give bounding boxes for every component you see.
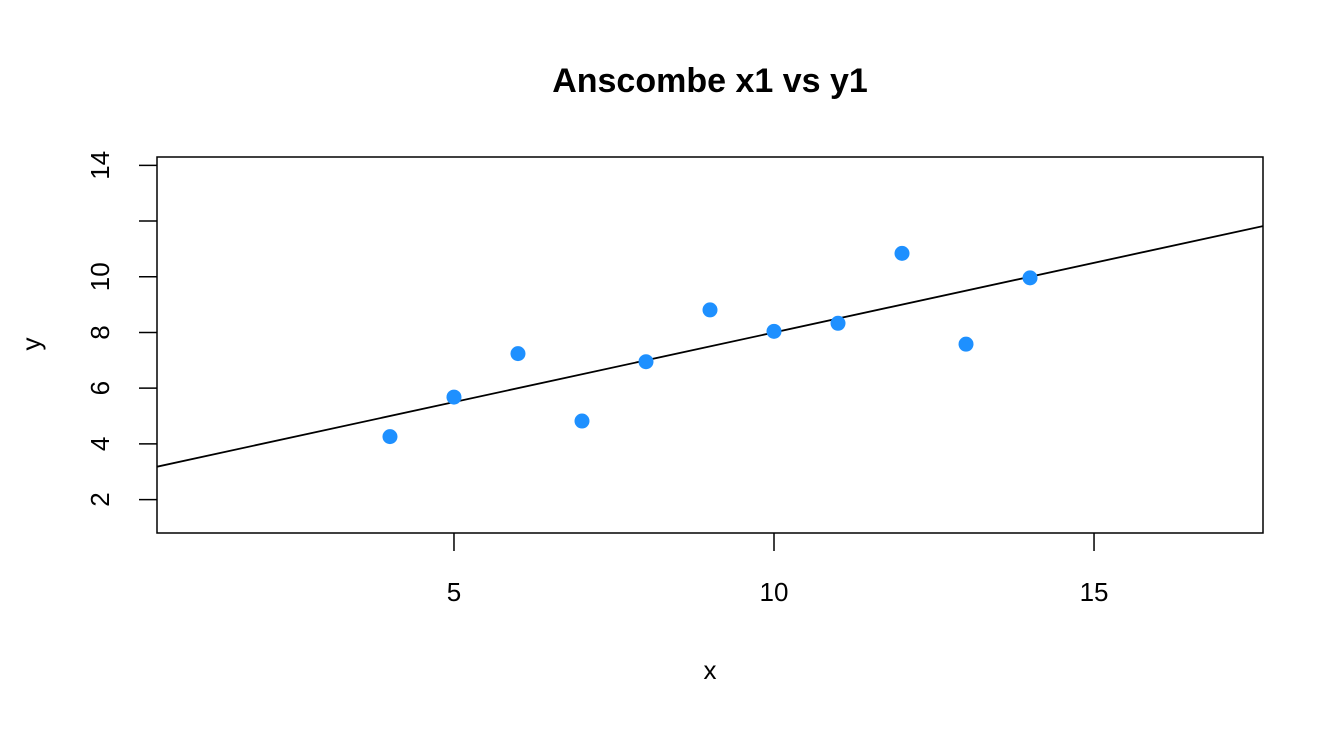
data-point [382, 429, 398, 445]
y-axis-label: y [16, 338, 46, 351]
regression-line [157, 225, 1263, 468]
data-point [766, 323, 782, 339]
data-point [1022, 270, 1038, 286]
data-point [638, 354, 654, 370]
data-point [510, 346, 526, 362]
data-point [958, 336, 974, 352]
x-axis: 5 10 15 [447, 533, 1109, 607]
x-axis-label: x [704, 655, 717, 685]
data-point [894, 245, 910, 261]
data-point [702, 302, 718, 318]
x-tick-label: 15 [1080, 577, 1109, 607]
chart-title: Anscombe x1 vs y1 [552, 62, 868, 100]
data-point [830, 315, 846, 331]
y-tick-label: 10 [85, 262, 115, 291]
y-tick-label: 2 [85, 492, 115, 506]
plot-area [157, 225, 1263, 468]
y-tick-label: 4 [85, 437, 115, 451]
y-tick-label: 14 [85, 151, 115, 180]
data-point [574, 413, 590, 429]
data-point [446, 389, 462, 405]
x-tick-label: 5 [447, 577, 461, 607]
y-tick-label: 8 [85, 325, 115, 339]
y-tick-label: 6 [85, 381, 115, 395]
x-tick-label: 10 [760, 577, 789, 607]
plot-frame [156, 156, 1264, 534]
y-axis: 2 4 6 8 10 14 [85, 151, 157, 507]
